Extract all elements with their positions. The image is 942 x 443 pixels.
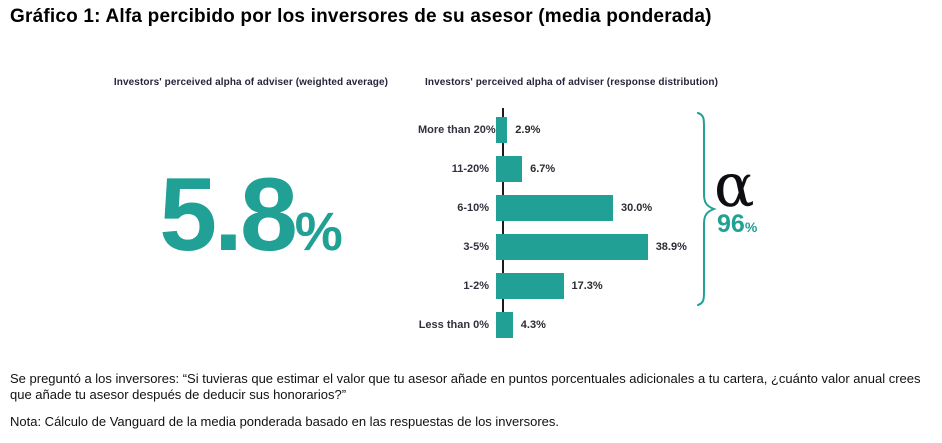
bar-row: More than 20% 2.9% [418, 110, 687, 149]
bar-row: 1-2% 17.3% [418, 266, 687, 305]
weighted-average-percent-sign: % [294, 202, 343, 262]
bar [496, 116, 508, 143]
source-note: Nota: Cálculo de Vanguard de la media po… [10, 414, 559, 429]
chart-y-axis [502, 108, 504, 337]
bar-row: Less than 0% 4.3% [418, 305, 687, 344]
bar [496, 233, 648, 260]
value-label: 2.9% [515, 123, 541, 136]
category-label: 6-10% [457, 201, 489, 214]
figure-title: Gráfico 1: Alfa percibido por los invers… [10, 6, 712, 27]
category-label: 11-20% [451, 162, 489, 175]
bar-row: 6-10% 30.0% [418, 188, 687, 227]
weighted-average-digits: 5.8 [159, 157, 298, 273]
category-label: 3-5% [463, 240, 489, 253]
bar-row: 11-20% 6.7% [418, 149, 687, 188]
value-label: 38.9% [655, 240, 687, 253]
bar-chart: More than 20% 2.9% 11-20% 6.7% 6-10% 30.0% 3-5… [418, 110, 687, 344]
alpha-share-value: 96% [717, 212, 757, 237]
value-label: 6.7% [530, 162, 556, 175]
distribution-header: Investors' perceived alpha of adviser (r… [425, 77, 718, 88]
category-label: Less than 0% [418, 318, 489, 331]
alpha-share-digits: 96 [717, 210, 745, 238]
alpha-symbol: α [714, 151, 755, 221]
alpha-share-percent-sign: % [744, 219, 758, 235]
bar [496, 194, 613, 221]
value-label: 4.3% [520, 318, 546, 331]
bar [496, 155, 523, 182]
survey-question-note: Se preguntó a los inversores: “Si tuvier… [10, 371, 921, 402]
value-label: 30.0% [621, 201, 653, 214]
weighted-average-header: Investors' perceived alpha of adviser (w… [113, 77, 389, 88]
weighted-average-value: 5.8% [66, 163, 436, 267]
category-label: More than 20% [418, 123, 496, 136]
brace-bracket-icon [697, 112, 717, 306]
bar [496, 272, 564, 299]
bar-row: 3-5% 38.9% [418, 227, 687, 266]
bar [496, 311, 513, 338]
value-label: 17.3% [571, 279, 603, 292]
category-label: 1-2% [463, 279, 489, 292]
